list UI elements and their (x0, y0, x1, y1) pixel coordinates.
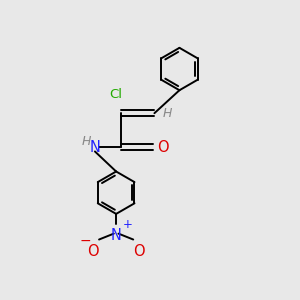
Text: +: + (123, 218, 133, 231)
Text: H: H (82, 135, 91, 148)
Text: Cl: Cl (110, 88, 123, 101)
Text: O: O (158, 140, 169, 154)
Text: N: N (111, 228, 122, 243)
Text: H: H (163, 107, 172, 120)
Text: O: O (87, 244, 99, 259)
Text: O: O (133, 244, 145, 259)
Text: N: N (89, 140, 100, 154)
Text: −: − (80, 234, 91, 248)
